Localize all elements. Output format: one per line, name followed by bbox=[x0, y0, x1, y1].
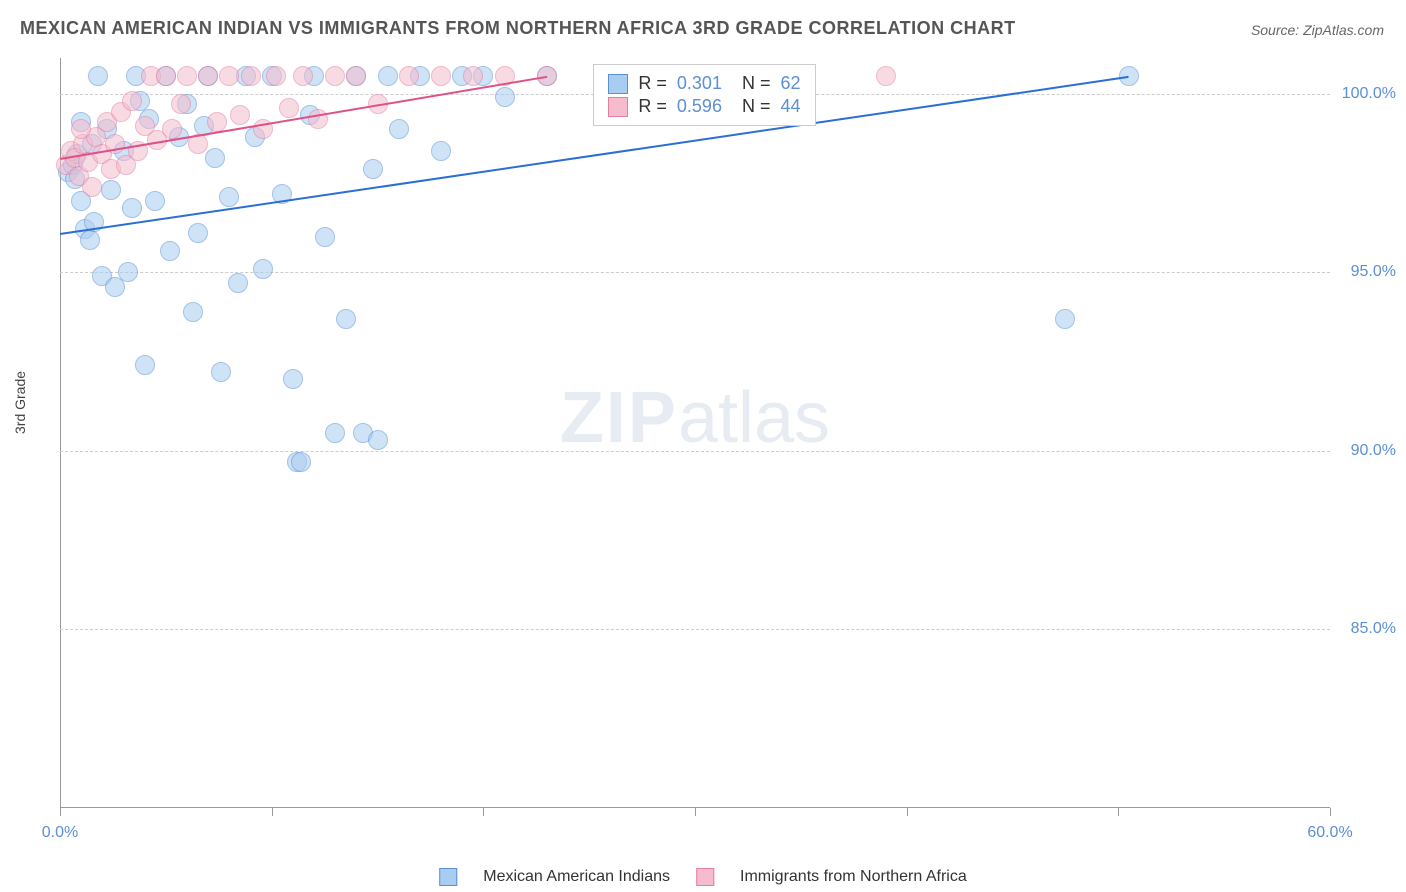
trend-line bbox=[60, 76, 547, 160]
x-tick bbox=[1118, 808, 1119, 816]
n-value: 62 bbox=[780, 73, 800, 94]
data-point bbox=[537, 66, 557, 86]
data-point bbox=[283, 369, 303, 389]
data-point bbox=[230, 105, 250, 125]
y-tick-label: 90.0% bbox=[1351, 442, 1396, 460]
data-point bbox=[1055, 309, 1075, 329]
gridline bbox=[60, 629, 1330, 630]
data-point bbox=[876, 66, 896, 86]
legend-label-series1: Mexican American Indians bbox=[483, 868, 670, 886]
data-point bbox=[241, 66, 261, 86]
data-point bbox=[279, 98, 299, 118]
data-point bbox=[145, 191, 165, 211]
legend-row: R = 0.596 N = 44 bbox=[608, 96, 800, 117]
data-point bbox=[315, 227, 335, 247]
data-point bbox=[368, 430, 388, 450]
data-point bbox=[135, 355, 155, 375]
data-point bbox=[389, 119, 409, 139]
r-value: 0.301 bbox=[677, 73, 722, 94]
legend-swatch bbox=[608, 97, 628, 117]
legend-swatch bbox=[608, 74, 628, 94]
legend-swatch-series1 bbox=[439, 868, 457, 886]
gridline bbox=[60, 451, 1330, 452]
data-point bbox=[363, 159, 383, 179]
source-label: Source: ZipAtlas.com bbox=[1251, 22, 1384, 38]
data-point bbox=[122, 198, 142, 218]
data-point bbox=[291, 452, 311, 472]
x-tick-label: 60.0% bbox=[1307, 824, 1352, 842]
y-tick-label: 100.0% bbox=[1342, 85, 1396, 103]
legend-label-series2: Immigrants from Northern Africa bbox=[740, 868, 967, 886]
data-point bbox=[431, 66, 451, 86]
data-point bbox=[399, 66, 419, 86]
data-point bbox=[162, 119, 182, 139]
data-point bbox=[219, 66, 239, 86]
data-point bbox=[177, 66, 197, 86]
y-tick-label: 85.0% bbox=[1351, 620, 1396, 638]
r-label: R = bbox=[638, 96, 667, 117]
x-tick bbox=[907, 808, 908, 816]
data-point bbox=[378, 66, 398, 86]
plot-area: ZIPatlas 85.0%90.0%95.0%100.0%0.0%60.0%R… bbox=[60, 58, 1330, 808]
r-label: R = bbox=[638, 73, 667, 94]
x-tick bbox=[483, 808, 484, 816]
data-point bbox=[82, 177, 102, 197]
data-point bbox=[308, 109, 328, 129]
data-point bbox=[198, 66, 218, 86]
y-tick-label: 95.0% bbox=[1351, 263, 1396, 281]
data-point bbox=[495, 87, 515, 107]
data-point bbox=[228, 273, 248, 293]
gridline bbox=[60, 272, 1330, 273]
correlation-legend: R = 0.301 N = 62 R = 0.596 N = 44 bbox=[593, 64, 815, 126]
n-label: N = bbox=[732, 73, 771, 94]
chart-title: MEXICAN AMERICAN INDIAN VS IMMIGRANTS FR… bbox=[20, 18, 1016, 39]
data-point bbox=[346, 66, 366, 86]
chart-container: MEXICAN AMERICAN INDIAN VS IMMIGRANTS FR… bbox=[0, 0, 1406, 892]
data-point bbox=[253, 259, 273, 279]
data-point bbox=[118, 262, 138, 282]
data-point bbox=[80, 230, 100, 250]
data-point bbox=[431, 141, 451, 161]
data-point bbox=[171, 94, 191, 114]
data-point bbox=[211, 362, 231, 382]
x-tick bbox=[695, 808, 696, 816]
x-tick bbox=[60, 808, 61, 816]
x-tick bbox=[1330, 808, 1331, 816]
r-value: 0.596 bbox=[677, 96, 722, 117]
data-point bbox=[266, 66, 286, 86]
data-point bbox=[188, 223, 208, 243]
data-point bbox=[325, 66, 345, 86]
data-point bbox=[336, 309, 356, 329]
data-point bbox=[122, 91, 142, 111]
data-point bbox=[101, 180, 121, 200]
data-point bbox=[293, 66, 313, 86]
watermark: ZIPatlas bbox=[560, 377, 830, 459]
data-point bbox=[88, 66, 108, 86]
bottom-legend: Mexican American Indians Immigrants from… bbox=[439, 868, 967, 886]
legend-row: R = 0.301 N = 62 bbox=[608, 73, 800, 94]
x-tick-label: 0.0% bbox=[42, 824, 78, 842]
data-point bbox=[183, 302, 203, 322]
y-axis-label: 3rd Grade bbox=[12, 371, 28, 434]
data-point bbox=[205, 148, 225, 168]
data-point bbox=[156, 66, 176, 86]
legend-swatch-series2 bbox=[696, 868, 714, 886]
data-point bbox=[160, 241, 180, 261]
data-point bbox=[71, 119, 91, 139]
n-label: N = bbox=[732, 96, 771, 117]
x-tick bbox=[272, 808, 273, 816]
data-point bbox=[463, 66, 483, 86]
data-point bbox=[219, 187, 239, 207]
n-value: 44 bbox=[780, 96, 800, 117]
data-point bbox=[325, 423, 345, 443]
